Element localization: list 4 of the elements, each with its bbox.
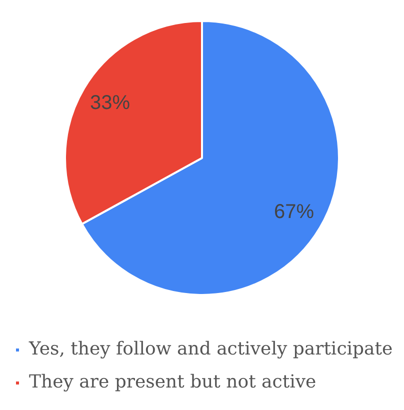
data-label: 67% [274, 200, 314, 223]
legend-label: They are present but not active [29, 372, 316, 393]
data-label: 33% [90, 92, 130, 114]
legend-label: Yes, they follow and actively participate [28, 338, 393, 360]
